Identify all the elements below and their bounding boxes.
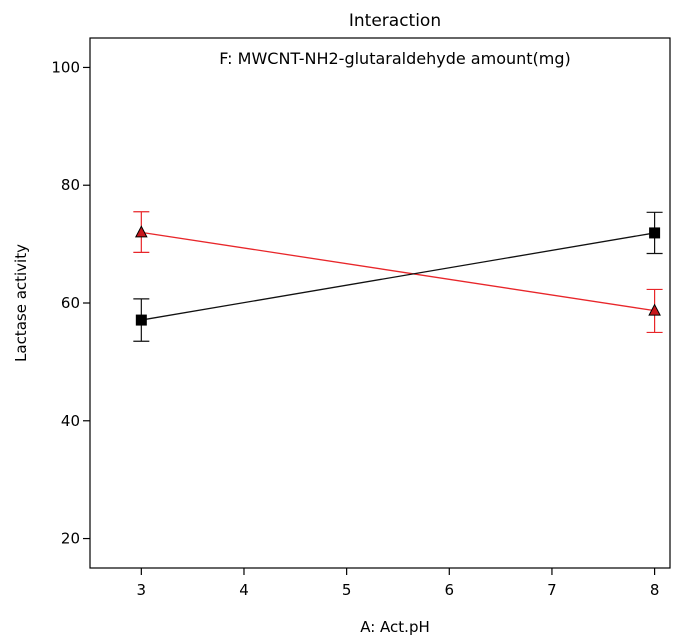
x-tick-label: 6 xyxy=(445,581,455,599)
data-point-triangle xyxy=(135,225,148,238)
x-tick-label: 5 xyxy=(342,581,352,599)
y-axis: 20 40 60 80 100 xyxy=(51,58,90,548)
series-line xyxy=(141,232,655,321)
chart-subtitle: F: MWCNT-NH2-glutaraldehyde amount(mg) xyxy=(219,49,571,68)
x-tick-label: 4 xyxy=(239,581,249,599)
series-1 xyxy=(133,211,663,334)
x-tick-label: 8 xyxy=(650,581,660,599)
plot-frame xyxy=(89,37,671,569)
x-tick-label: 3 xyxy=(137,581,147,599)
y-tick-label: 20 xyxy=(61,530,80,548)
y-axis-label: Lactase activity xyxy=(12,244,30,362)
data-point-square xyxy=(135,314,147,326)
data-point-square xyxy=(649,227,661,239)
series-2 xyxy=(133,211,663,342)
series-line xyxy=(141,231,655,312)
x-tick-label: 7 xyxy=(547,581,557,599)
series-layer xyxy=(133,211,663,342)
y-tick-label: 100 xyxy=(51,58,80,76)
data-point-triangle xyxy=(648,303,661,316)
y-tick-label: 60 xyxy=(61,294,80,312)
y-tick-label: 80 xyxy=(61,176,80,194)
y-tick-label: 40 xyxy=(61,412,80,430)
x-axis-label: A: Act.pH xyxy=(360,618,430,636)
chart-title: Interaction xyxy=(349,11,441,31)
x-axis: 3 4 5 6 7 8 xyxy=(137,568,660,599)
